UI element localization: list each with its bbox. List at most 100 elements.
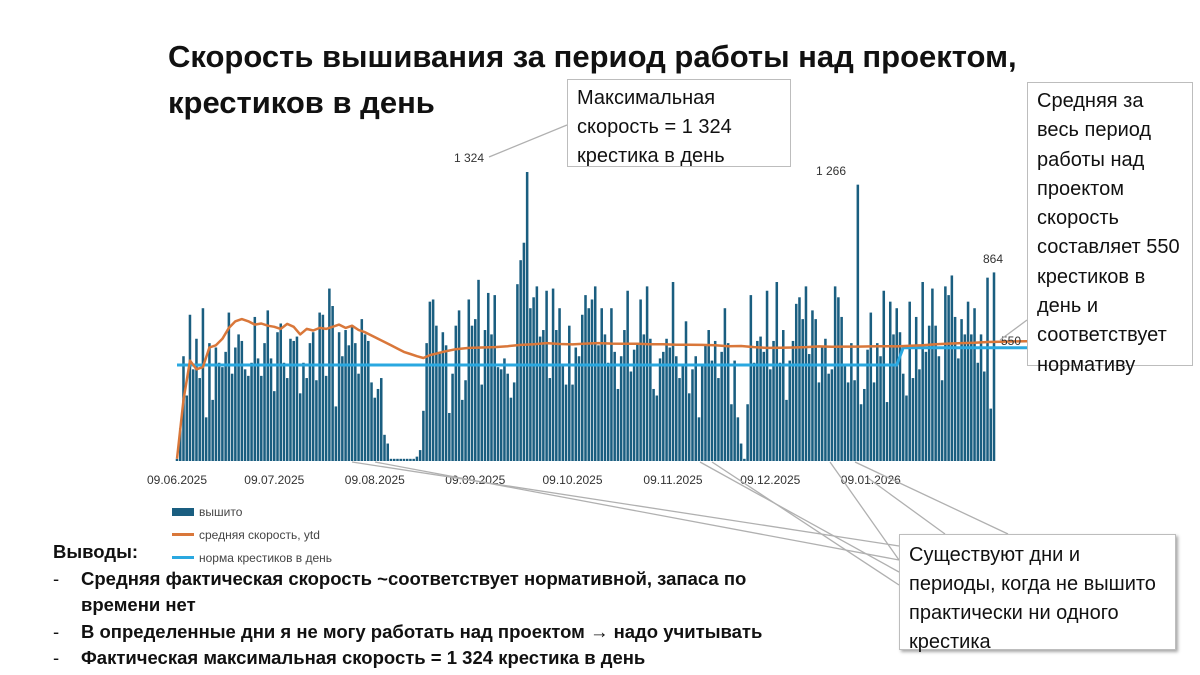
bar xyxy=(311,332,315,461)
bar xyxy=(762,351,766,461)
bar xyxy=(905,395,908,461)
bar xyxy=(743,458,746,461)
data-label: 550 xyxy=(1001,334,1021,348)
bar xyxy=(230,373,234,461)
bar xyxy=(354,343,357,461)
bar xyxy=(247,375,250,461)
bar xyxy=(292,340,295,461)
bar xyxy=(794,303,798,461)
bar xyxy=(957,358,960,461)
leader-line xyxy=(854,461,1009,535)
bar xyxy=(619,356,623,461)
bar xyxy=(185,395,188,461)
data-label: 1 266 xyxy=(816,164,846,178)
bar xyxy=(428,301,432,461)
bar xyxy=(409,458,412,461)
x-tick-label: 09.11.2025 xyxy=(643,473,702,487)
bar xyxy=(739,443,743,461)
bar xyxy=(606,362,610,461)
bullet-dash: - xyxy=(53,620,60,642)
bar xyxy=(966,301,970,461)
bar xyxy=(756,340,759,461)
data-label: 864 xyxy=(983,252,1003,266)
bar xyxy=(341,356,344,461)
bar xyxy=(525,172,529,461)
bar xyxy=(331,306,334,461)
bar xyxy=(243,369,247,461)
bar xyxy=(811,310,814,461)
bar xyxy=(256,358,260,461)
bar xyxy=(944,286,947,461)
bar xyxy=(888,301,892,461)
bar xyxy=(188,314,192,461)
bar xyxy=(921,282,924,461)
bar xyxy=(986,277,989,461)
bar xyxy=(824,338,827,461)
bar xyxy=(726,343,730,461)
bar xyxy=(911,378,915,461)
bar xyxy=(328,288,331,461)
bar xyxy=(973,308,976,461)
bar xyxy=(363,334,367,461)
bar xyxy=(425,343,428,461)
bar xyxy=(636,343,639,461)
bar xyxy=(626,290,629,461)
bar xyxy=(580,314,584,461)
bar xyxy=(736,417,740,461)
legend-swatch-norm xyxy=(172,556,194,559)
conclusion-item-3: - Фактическая максимальная скорость = 1 … xyxy=(53,645,781,672)
bar xyxy=(415,456,419,461)
legend-label-avg: средняя скорость, ytd xyxy=(199,527,320,542)
bar xyxy=(493,295,496,461)
conclusion-text-2: В определенные дни я не могу работать на… xyxy=(81,620,763,642)
bar xyxy=(211,399,214,461)
bar xyxy=(723,308,727,461)
bar xyxy=(785,399,788,461)
bar xyxy=(876,343,879,461)
bar xyxy=(733,360,736,461)
bar xyxy=(227,312,231,461)
bar xyxy=(376,388,380,461)
bar xyxy=(464,380,467,461)
bar xyxy=(302,362,305,461)
bar xyxy=(759,336,762,461)
legend-item-bars: вышито xyxy=(172,500,332,523)
leader-line xyxy=(488,124,568,158)
leader-line xyxy=(699,461,900,573)
bar xyxy=(814,319,817,461)
bar xyxy=(772,340,775,461)
bar xyxy=(237,334,240,461)
bar xyxy=(778,362,782,461)
avg-speed-line xyxy=(175,317,1053,459)
bar xyxy=(509,397,513,461)
bar xyxy=(448,412,451,461)
bar xyxy=(431,299,435,461)
bar xyxy=(979,334,983,461)
bar xyxy=(399,458,402,461)
bar xyxy=(529,308,532,461)
bar xyxy=(963,334,967,461)
bar xyxy=(542,330,545,461)
bar xyxy=(461,399,464,461)
bar xyxy=(791,340,795,461)
chart-legend: вышито средняя скорость, ytd норма крест… xyxy=(172,500,332,569)
bar xyxy=(937,356,941,461)
bar xyxy=(347,345,351,461)
leader-line xyxy=(999,319,1028,341)
bar xyxy=(350,325,354,461)
zero-days-callout: Существуют дни и периоды, когда не вышит… xyxy=(899,534,1176,653)
x-tick-label: 09.10.2025 xyxy=(542,473,602,487)
bar xyxy=(532,297,535,461)
bar xyxy=(367,340,370,461)
bar xyxy=(201,308,205,461)
bar xyxy=(470,325,474,461)
bar xyxy=(263,343,266,461)
bar xyxy=(282,362,286,461)
bar xyxy=(914,316,918,461)
bar xyxy=(691,369,694,461)
bar xyxy=(658,358,662,461)
bar xyxy=(587,308,591,461)
norm-line xyxy=(177,346,1053,367)
bar xyxy=(334,406,338,461)
leader-line xyxy=(829,461,900,561)
